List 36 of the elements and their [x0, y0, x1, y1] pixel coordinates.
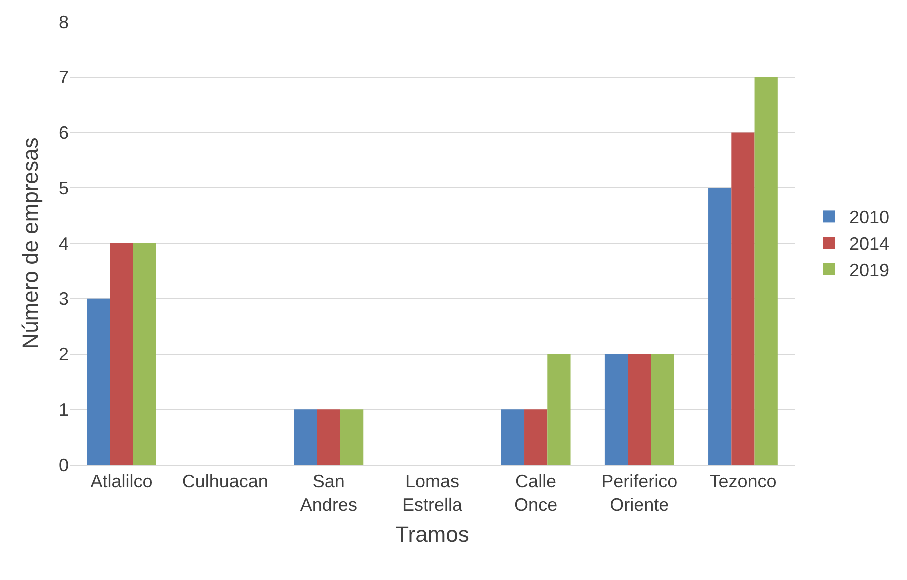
bar [628, 354, 652, 465]
y-tick-label: 8 [58, 12, 69, 32]
bar [651, 354, 674, 465]
x-tick-label: Calle Once [514, 472, 558, 515]
bar [133, 244, 156, 465]
bar [340, 410, 364, 465]
bar [501, 410, 525, 465]
legend-label: 2010 [850, 208, 890, 228]
bar [604, 354, 628, 465]
x-tick-label: Atlalilco [90, 472, 153, 492]
x-axis-title: Tramos [396, 522, 470, 547]
legend-label: 2014 [850, 234, 890, 254]
bar [87, 298, 110, 465]
bar [294, 410, 318, 465]
bar [754, 77, 778, 465]
legend-label: 2019 [850, 260, 890, 281]
x-tick-label: Culhuacan [182, 472, 268, 492]
y-tick-label: 4 [58, 234, 69, 254]
y-tick-label: 3 [58, 289, 69, 310]
bar [317, 410, 340, 465]
bar [110, 244, 134, 465]
y-axis-title: Número de empresas [18, 138, 43, 350]
y-tick-label: 0 [58, 455, 69, 476]
y-tick-label: 2 [58, 344, 69, 365]
y-tick-label: 7 [58, 68, 69, 88]
x-tick-label: San Andres [300, 472, 358, 515]
y-tick-label: 5 [58, 178, 69, 198]
bar [708, 188, 732, 465]
bar [732, 132, 755, 465]
bar [524, 410, 548, 465]
x-tick-label: Periferico Oriente [602, 472, 678, 515]
x-tick-label: Tezonco [710, 472, 777, 492]
x-tick-label: Lomas Estrella [402, 472, 464, 515]
bar [548, 354, 571, 465]
y-tick-label: 6 [58, 123, 69, 144]
y-tick-label: 1 [58, 400, 69, 420]
